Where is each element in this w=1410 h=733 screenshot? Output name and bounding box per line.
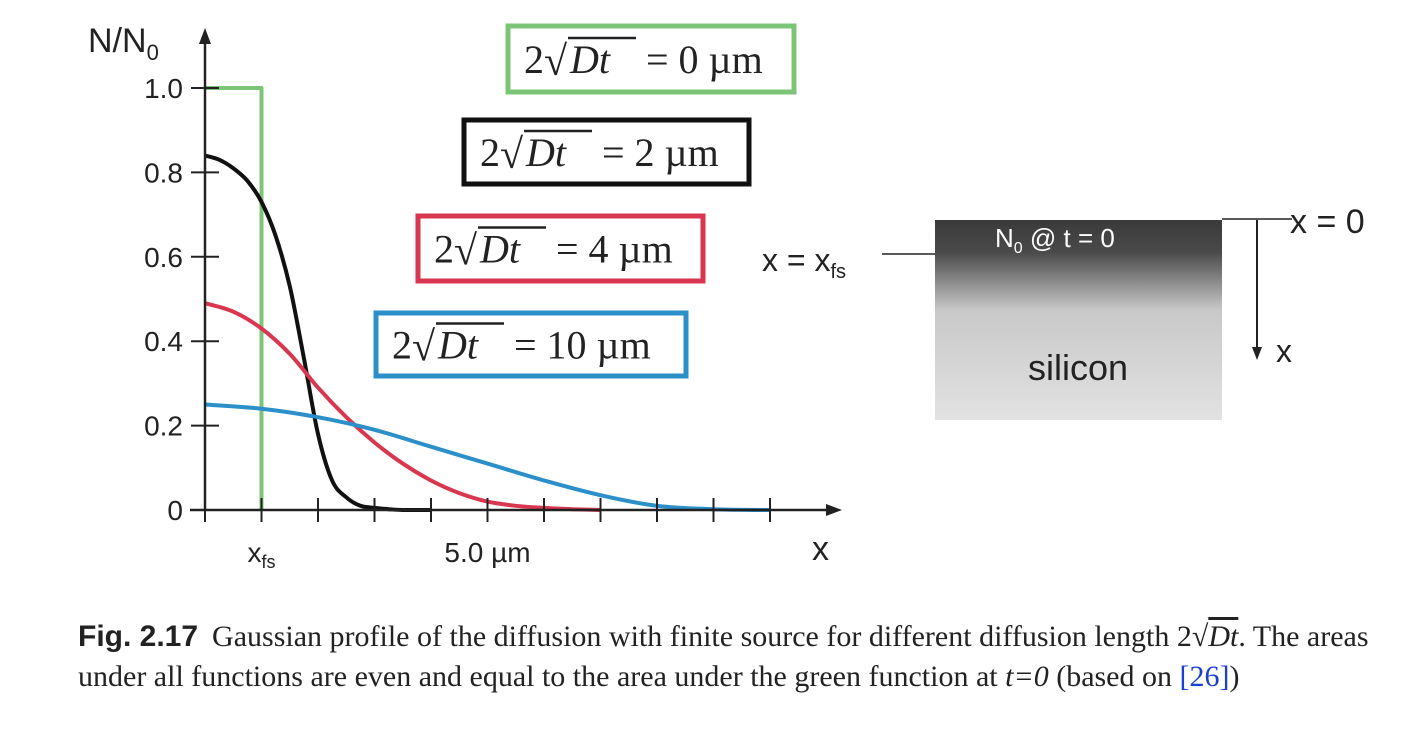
legend-sqrt-0: √ (544, 39, 568, 85)
y-tick-label-3: 0.6 (144, 242, 183, 273)
legend-sqrt-1: √ (500, 132, 524, 178)
caption-text-3: (based on (1048, 660, 1180, 693)
series-line-2 (204, 301, 601, 512)
caption-text-1: Gaussian profile of the diffusion with f… (212, 620, 1192, 653)
depth-arrow-head (1252, 347, 1262, 360)
caption-text-4: ) (1229, 660, 1240, 693)
depth-arrow-label: x (1276, 333, 1292, 369)
silicon-block (935, 220, 1222, 420)
legend-box-3 (373, 310, 689, 379)
silicon-inset-diagram: N0 @ t = 0 silicon x = xfs x = 0 x (762, 203, 1365, 420)
y-tick-label-2: 0.4 (144, 326, 183, 357)
caption-text-2: . The areas under all functions are even… (78, 620, 1369, 693)
x-fs-marker-label: x = xfs (762, 242, 846, 283)
x-axis-label: x (812, 530, 829, 568)
legend-radicand-2: Dt (479, 227, 521, 272)
y-tick-label-1: 0.2 (144, 411, 183, 442)
y-tick-label-4: 0.8 (144, 157, 183, 188)
caption-reference-link[interactable]: [26] (1179, 660, 1230, 693)
x-axis-arrow (826, 504, 842, 516)
legend: 2 √ Dt = 0 µm2 √ Dt = 2 µm2 √ Dt = 4 µm2 √ Dt = 10 µ… (373, 23, 797, 379)
x-tick-label-1: 5.0 µm (444, 537, 530, 568)
series-line-3 (204, 402, 771, 512)
legend-entry-0: 2 √ Dt = 0 µm (505, 23, 797, 95)
legend-equals-3: = 10 µm (514, 323, 651, 368)
legend-box-1 (461, 117, 752, 187)
legend-sqrt-2: √ (454, 229, 478, 275)
surface-label: N0 @ t = 0 (995, 223, 1115, 257)
caption-time-expr: t=0 (1005, 660, 1049, 693)
figure-number: Fig. 2.17 (78, 620, 199, 653)
caption-sqrt-symbol: √ (1191, 620, 1209, 653)
legend-radicand-1: Dt (525, 130, 567, 175)
ticks: 0 0.2 0.4 0.6 0.8 1.0 xfs 5.0 µm (144, 73, 771, 572)
legend-radicand-0: Dt (569, 37, 611, 82)
legend-prefix-0: 2 (524, 37, 544, 82)
x-tick-label-0: xfs (247, 537, 275, 572)
figure-caption: Fig. 2.17 Gaussian profile of the diffusi… (78, 617, 1403, 697)
caption-sqrt-radicand: Dt (1208, 620, 1239, 653)
legend-prefix-3: 2 (392, 323, 412, 368)
legend-box-0 (505, 23, 797, 95)
legend-entry-2: 2 √ Dt = 4 µm (415, 213, 706, 284)
y-axis-label: N/N0 (88, 22, 159, 65)
y-tick-label-0: 0 (167, 495, 183, 526)
x-zero-marker-label: x = 0 (1290, 203, 1365, 241)
silicon-label: silicon (1028, 347, 1128, 388)
legend-entry-1: 2 √ Dt = 2 µm (461, 117, 752, 187)
legend-equals-1: = 2 µm (602, 130, 719, 175)
legend-prefix-2: 2 (434, 227, 454, 272)
axes: N/N0 x (88, 22, 842, 568)
series-line-0 (205, 86, 264, 510)
legend-equals-2: = 4 µm (556, 227, 673, 272)
legend-entry-3: 2 √ Dt = 10 µm (373, 310, 689, 379)
legend-box-2 (415, 213, 706, 284)
legend-sqrt-3: √ (412, 325, 436, 371)
legend-radicand-3: Dt (437, 323, 479, 368)
y-axis-arrow (199, 28, 211, 44)
legend-prefix-1: 2 (480, 130, 500, 175)
y-tick-label-5: 1.0 (144, 73, 183, 104)
legend-equals-0: = 0 µm (646, 37, 763, 82)
